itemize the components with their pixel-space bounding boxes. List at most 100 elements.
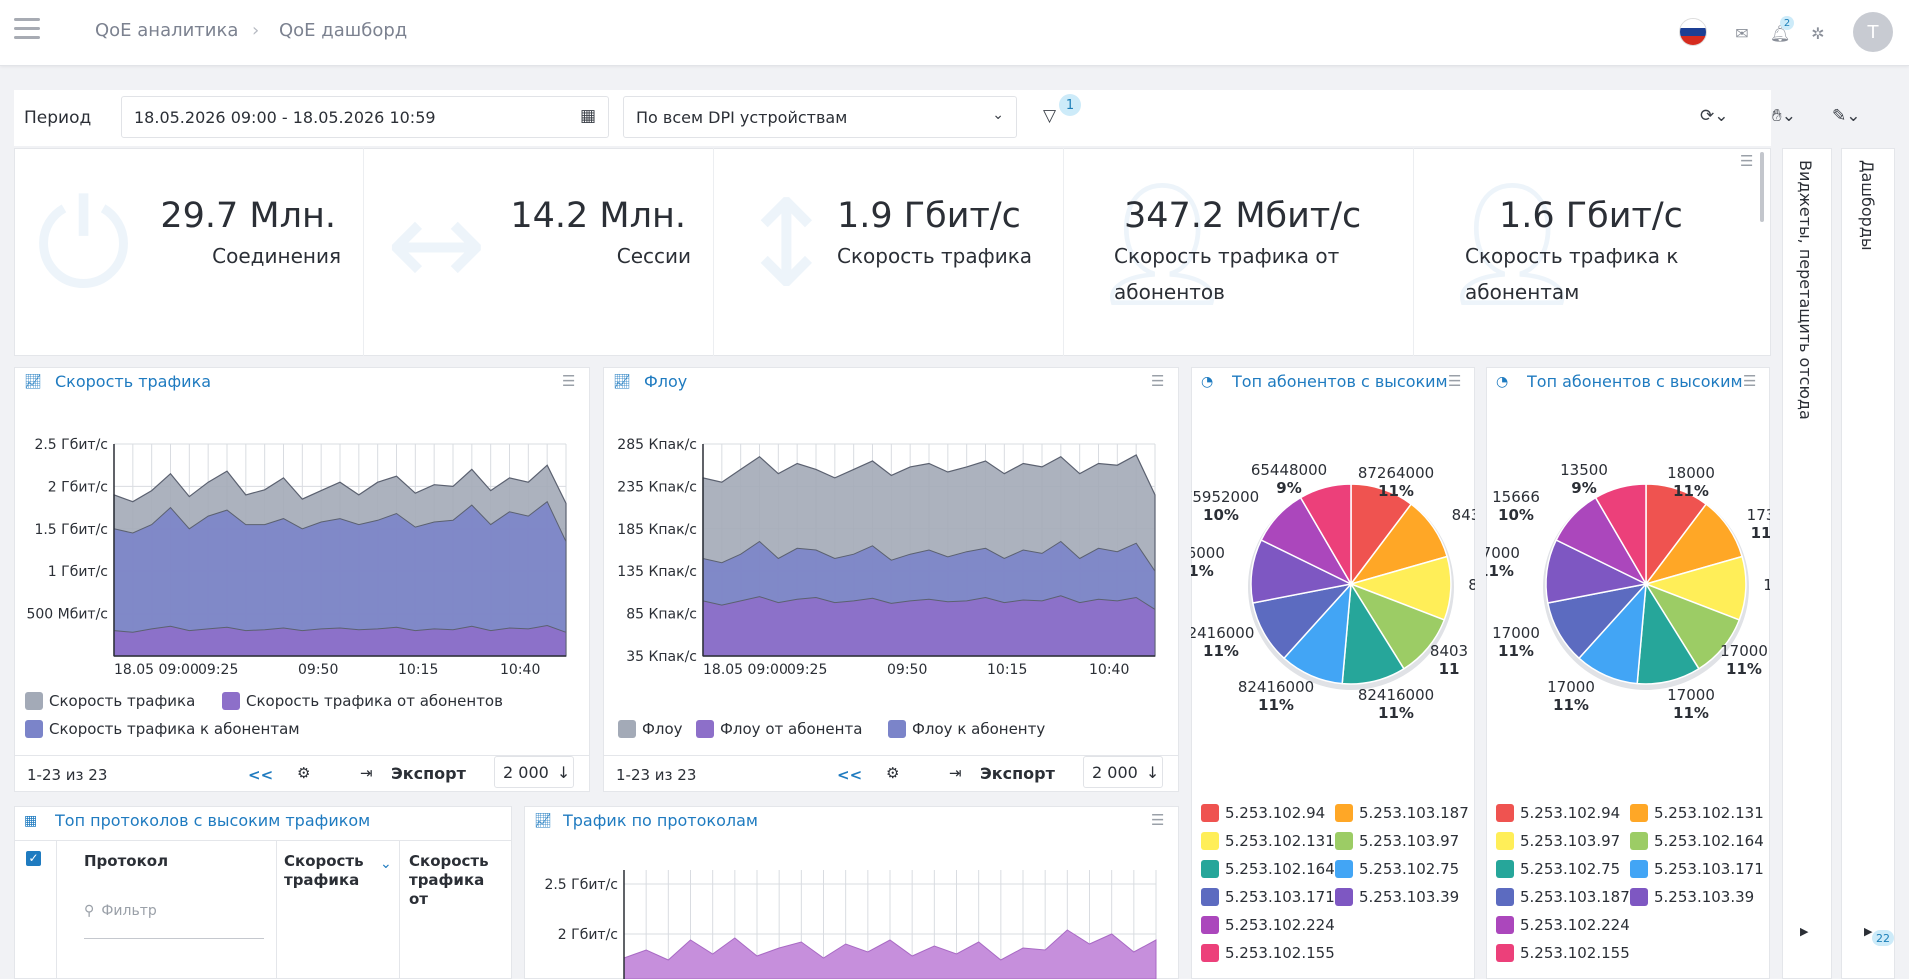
pie-chart-icon: ◔ <box>1201 374 1214 390</box>
kpi-scrollbar[interactable] <box>1760 152 1764 222</box>
pie-slice[interactable] <box>1594 483 1647 587</box>
filter-icon[interactable]: ▽ <box>1043 106 1057 126</box>
pie-legend-item[interactable]: 5.253.103.187 <box>1335 804 1469 822</box>
pie-legend-item[interactable]: 5.253.103.97 <box>1496 832 1620 850</box>
pie-legend-item[interactable]: 5.253.102.224 <box>1496 916 1630 934</box>
y-tick-label: 235 Кпак/с <box>617 479 697 495</box>
hand-icon[interactable]: ✋︎⌄ <box>1772 106 1796 126</box>
legend-item[interactable]: Флоу от абонента <box>696 720 862 738</box>
pie-legend-item[interactable]: 5.253.102.75 <box>1335 860 1459 878</box>
divider <box>56 840 57 979</box>
traffic-rows-select[interactable]: 2 000 ↓ <box>494 756 574 788</box>
pie-label-pct: 9% <box>1276 479 1301 497</box>
kpi-card-2 <box>714 148 1064 356</box>
legend-swatch <box>1335 860 1353 878</box>
legend-item[interactable]: Флоу к абоненту <box>888 720 1045 738</box>
kpi-card-1 <box>364 148 714 356</box>
pie-legend-item[interactable]: 5.253.102.131 <box>1201 832 1335 850</box>
table-icon: ▦ <box>24 813 38 829</box>
x-tick-label: 18.05 09:00 <box>114 662 199 678</box>
pie-legend-item[interactable]: 5.253.102.94 <box>1201 804 1325 822</box>
brush-icon[interactable]: ✎⌄ <box>1832 106 1861 126</box>
kpi-menu-icon[interactable]: ☰ <box>1740 152 1754 170</box>
legend-swatch <box>1496 944 1514 962</box>
pie1-menu-icon[interactable]: ☰ <box>1448 372 1462 390</box>
traffic-export-button[interactable]: Экспорт <box>391 764 466 783</box>
pie-legend-item[interactable]: 5.253.102.155 <box>1496 944 1630 962</box>
select-all-checkbox[interactable]: ✓ <box>26 851 41 866</box>
legend-swatch <box>1201 832 1219 850</box>
widgets-side-tab[interactable] <box>1782 148 1832 979</box>
legend-item[interactable]: Флоу <box>618 720 683 738</box>
legend-item[interactable]: Скорость трафика от абонентов <box>222 692 503 710</box>
protocol-filter-input[interactable]: ⚲ Фильтр <box>84 900 264 939</box>
pie-legend-item[interactable]: 5.253.103.171 <box>1201 888 1335 906</box>
pie-label-name: 1 <box>1763 576 1770 594</box>
protocols-table-title: Топ протоколов с высоким трафиком <box>55 811 371 830</box>
search-icon: ⚲ <box>84 903 95 919</box>
sort-desc-icon[interactable]: ⌄ <box>380 856 392 872</box>
legend-label: 5.253.102.75 <box>1359 860 1460 878</box>
pie-legend-item[interactable]: 5.253.102.75 <box>1496 860 1620 878</box>
legend-label: 5.253.103.97 <box>1359 832 1460 850</box>
pie-legend-item[interactable]: 5.253.102.131 <box>1630 804 1764 822</box>
language-flag-icon[interactable] <box>1679 18 1707 46</box>
dpi-device-select[interactable]: По всем DPI устройствам ⌄ <box>623 96 1017 138</box>
caret-right-icon[interactable]: ▶ <box>1864 925 1873 938</box>
pie-slice[interactable] <box>1299 483 1352 587</box>
col-speed-header[interactable]: Скорость трафика <box>284 852 364 889</box>
pie-label-pct: 11% <box>1673 482 1709 500</box>
legend-item[interactable]: Скорость трафика к абонентам <box>25 720 300 738</box>
col-protocol-header[interactable]: Протокол <box>84 852 169 870</box>
area-chart-icon: 📈︎ <box>24 374 42 390</box>
menu-icon[interactable] <box>14 18 40 40</box>
y-tick-label: 35 Кпак/с <box>626 649 697 665</box>
dashboards-label: Дашборды <box>1858 160 1877 251</box>
calendar-icon[interactable]: ▦ <box>579 106 596 126</box>
flow-export-button[interactable]: Экспорт <box>980 764 1055 783</box>
pie-legend-item[interactable]: 5.253.103.187 <box>1496 888 1630 906</box>
pie1-chart: 8726400011%84388403118241600011%82416000… <box>1191 461 1475 722</box>
avatar[interactable]: T <box>1853 12 1893 52</box>
divider <box>14 755 590 756</box>
legend-swatch <box>1335 832 1353 850</box>
dashboards-side-tab[interactable] <box>1841 148 1895 979</box>
caret-right-icon[interactable]: ▶ <box>1800 925 1809 938</box>
pie-legend-item[interactable]: 5.253.102.224 <box>1201 916 1335 934</box>
mail-icon[interactable]: ✉ <box>1735 23 1749 43</box>
legend-swatch <box>1496 860 1514 878</box>
pie-legend-item[interactable]: 5.253.103.39 <box>1335 888 1459 906</box>
flow-rows-select[interactable]: 2 000 ↓ <box>1083 756 1163 788</box>
flow-settings-icon[interactable]: ⚙ <box>886 764 900 782</box>
breadcrumb-separator-icon: › <box>252 20 260 41</box>
pie2-menu-icon[interactable]: ☰ <box>1743 372 1757 390</box>
legend-label: Скорость трафика от абонентов <box>246 692 503 710</box>
export-icon[interactable]: ⇥ <box>949 764 962 782</box>
bug-icon[interactable]: ✲ <box>1811 23 1825 43</box>
period-input[interactable]: 18.05.2026 09:00 - 18.05.2026 10:59 ▦ <box>121 96 609 138</box>
legend-label: 5.253.102.224 <box>1520 916 1630 934</box>
pie-legend-item[interactable]: 5.253.102.155 <box>1201 944 1335 962</box>
traffic-menu-icon[interactable]: ☰ <box>562 372 576 390</box>
traffic-prev-button[interactable]: << <box>248 766 274 784</box>
pie1-title: Топ абонентов с высоким <box>1232 372 1448 391</box>
pie-legend-item[interactable]: 5.253.102.94 <box>1496 804 1620 822</box>
pie-legend-item[interactable]: 5.253.103.97 <box>1335 832 1459 850</box>
pie-legend-item[interactable]: 5.253.102.164 <box>1630 832 1764 850</box>
export-icon[interactable]: ⇥ <box>360 764 373 782</box>
protocol-traffic-menu-icon[interactable]: ☰ <box>1151 811 1165 829</box>
y-tick-label: 500 Мбит/с <box>26 607 108 623</box>
flow-prev-button[interactable]: << <box>837 766 863 784</box>
series-area-1 <box>113 500 567 657</box>
pie-legend-item[interactable]: 5.253.103.39 <box>1630 888 1754 906</box>
flow-menu-icon[interactable]: ☰ <box>1151 372 1165 390</box>
legend-swatch <box>1630 804 1648 822</box>
pie-legend-item[interactable]: 5.253.102.164 <box>1201 860 1335 878</box>
legend-item[interactable]: Скорость трафика <box>25 692 195 710</box>
breadcrumb-root[interactable]: QoE аналитика <box>95 20 239 41</box>
refresh-icon[interactable]: ⟳⌄ <box>1700 106 1729 126</box>
pie-legend-item[interactable]: 5.253.103.171 <box>1630 860 1764 878</box>
col-speed-from-header[interactable]: Скорость трафика от <box>409 852 489 908</box>
dpi-device-value: По всем DPI устройствам <box>636 107 848 127</box>
traffic-settings-icon[interactable]: ⚙ <box>297 764 311 782</box>
